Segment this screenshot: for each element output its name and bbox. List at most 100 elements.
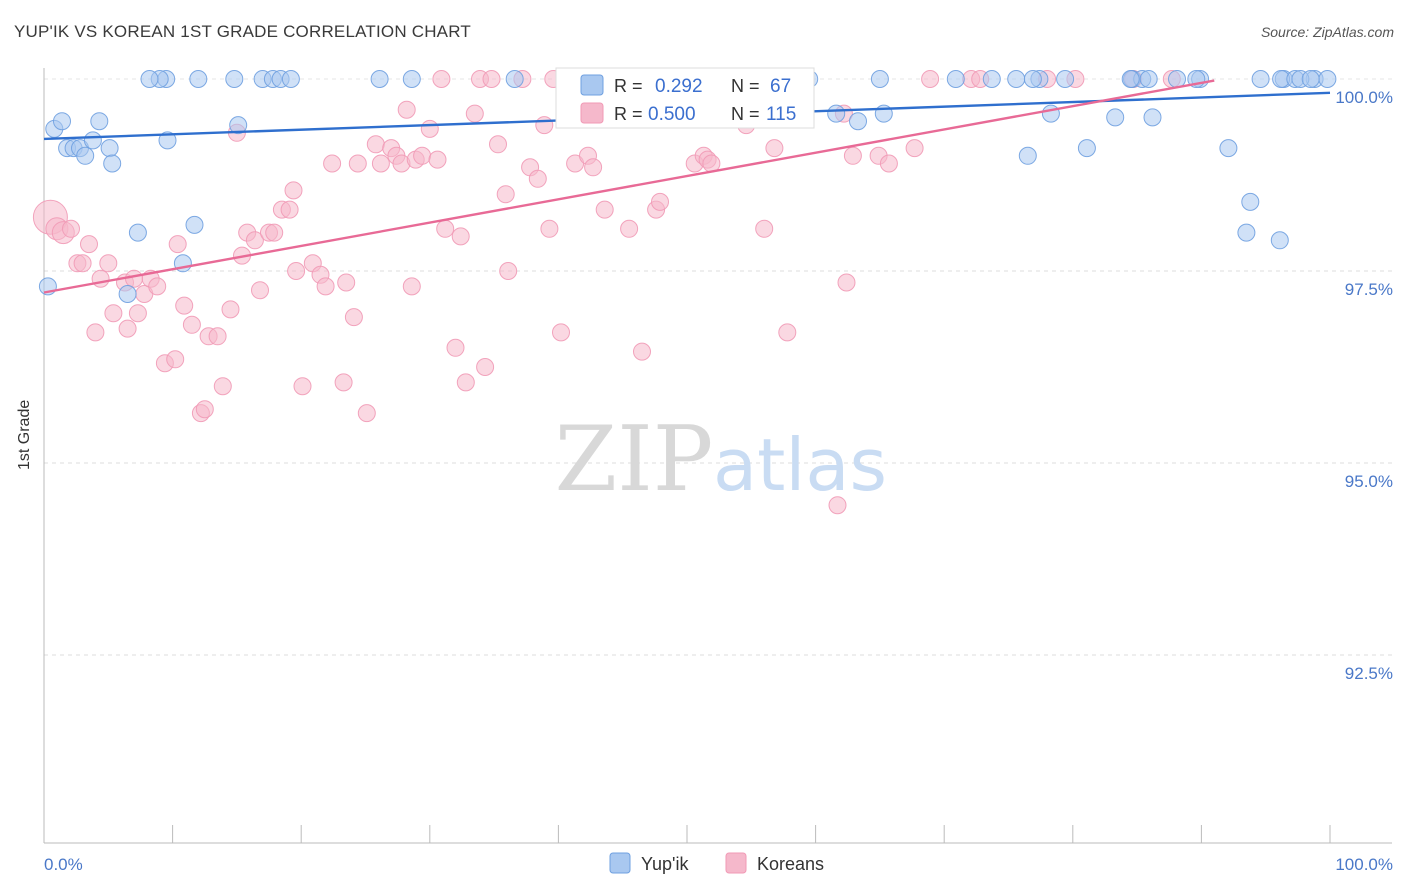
yupik-point-6 [76,146,95,165]
korean-point-65 [456,373,475,392]
y-tick-label-0: 100.0% [1335,88,1393,107]
stats-n-label-koreans: N = [731,104,760,124]
yupik-point-56 [1077,139,1096,158]
legend-swatch-yupik [609,852,631,874]
korean-point-10 [104,304,123,323]
korean-point-91 [651,192,669,211]
yupik-point-25 [281,70,300,88]
yupik-point-62 [1241,192,1260,211]
korean-point-45 [334,373,353,392]
korean-point-79 [552,323,570,342]
korean-point-106 [879,154,898,173]
korean-point-77 [540,219,559,238]
stats-legend: R = 0.292 N = 67 R = 0.500 N = 115 [555,67,815,129]
korean-point-68 [476,358,495,376]
yupik-point-66 [1301,70,1320,88]
series-koreans-points [32,70,1181,515]
axes [43,68,1392,844]
yupik-point-65 [1139,70,1158,88]
korean-point-7 [86,323,105,342]
yupik-point-58 [1121,70,1140,88]
korean-point-55 [397,100,416,119]
watermark: ZIP atlas [555,407,887,512]
y-tick-label-2: 95.0% [1345,472,1393,491]
korean-point-48 [348,154,367,173]
korean-point-35 [265,223,284,242]
korean-point-9 [99,254,118,273]
stats-n-value-yupik: 67 [770,76,791,97]
yupik-point-52 [849,112,867,131]
korean-point-50 [366,135,385,154]
yupik-point-19 [189,70,208,88]
korean-point-99 [755,219,774,238]
korean-point-84 [595,200,614,219]
korean-point-88 [633,342,651,361]
korean-point-83 [584,158,603,177]
korean-point-60 [428,150,447,169]
source-credit: Source: ZipAtlas.com [1260,24,1394,40]
chart-title: YUP'IK VS KOREAN 1ST GRADE CORRELATION C… [14,22,471,41]
yupik-point-54 [1018,146,1037,165]
korean-point-71 [496,185,515,204]
korean-point-56 [402,277,421,296]
yupik-point-20 [225,70,244,88]
yupik-point-36 [1007,70,1026,88]
yupik-point-64 [1270,231,1289,250]
stats-n-label-yupik: N = [731,76,760,96]
yupik-point-27 [402,70,421,88]
yupik-point-16 [158,131,177,150]
y-axis-title: 1st Grade [16,399,33,470]
x-tick-label-max: 100.0% [1335,855,1393,874]
korean-point-86 [620,219,639,238]
legend-label-koreans: Koreans [757,854,824,874]
korean-point-115 [828,496,847,515]
korean-point-72 [499,262,518,280]
yupik-point-55 [1041,104,1060,123]
yupik-point-12 [128,223,147,242]
korean-point-63 [446,338,465,357]
korean-point-8 [91,269,110,288]
korean-point-62 [436,219,455,238]
stats-n-value-koreans: 115 [766,104,796,125]
korean-point-66 [465,104,484,123]
korean-point-64 [451,227,470,246]
yupik-point-21 [229,116,248,135]
korean-point-6 [80,235,98,254]
yupik-point-18 [185,215,204,234]
yupik-point-57 [1106,108,1125,127]
korean-point-70 [489,135,507,154]
yupik-point-8 [90,112,109,131]
yupik-point-63 [1237,223,1256,242]
yupik-point-28 [505,70,524,88]
korean-point-3 [62,219,80,238]
korean-point-76 [535,116,554,135]
yupik-point-15 [140,70,159,88]
korean-point-19 [166,350,185,369]
y-tick-label-3: 92.5% [1345,664,1393,683]
legend-swatch-koreans [725,852,747,874]
yupik-point-26 [370,70,389,88]
korean-point-61 [432,70,451,88]
korean-point-28 [221,300,240,319]
korean-point-32 [245,231,264,250]
korean-point-108 [921,70,940,88]
y-axis-title-wrap: 1st Grade [16,400,34,470]
korean-point-13 [125,269,143,288]
korean-point-5 [73,254,92,273]
korean-point-27 [213,377,232,396]
korean-point-12 [118,319,137,338]
series-legend: Yup'ik Koreans [609,852,824,874]
korean-point-100 [765,139,784,158]
korean-point-44 [323,154,342,173]
yupik-point-38 [1023,70,1042,88]
yupik-point-39 [1056,70,1075,88]
x-tick-label-min: 0.0% [44,855,83,874]
y-tick-labels: 100.0% 97.5% 95.0% 92.5% [1335,88,1393,683]
korean-point-14 [128,304,147,323]
y-tick-label-1: 97.5% [1345,280,1393,299]
korean-point-49 [357,404,376,423]
korean-point-38 [284,181,303,200]
korean-point-20 [168,235,187,254]
korean-point-46 [337,273,356,292]
korean-point-39 [287,262,306,280]
